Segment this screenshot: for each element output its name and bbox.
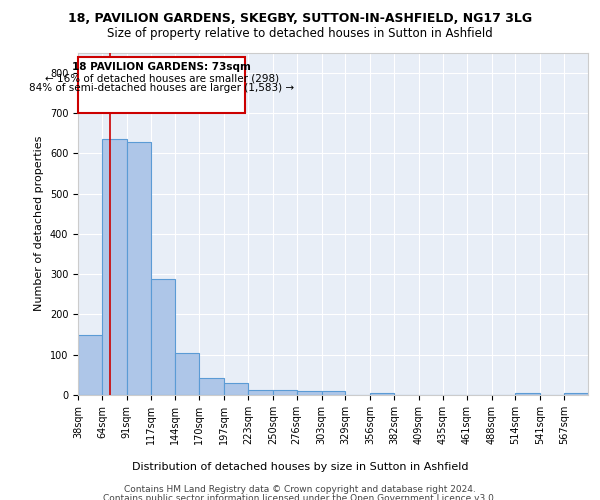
Bar <box>297 390 322 395</box>
Bar <box>78 336 102 395</box>
Text: Contains public sector information licensed under the Open Government Licence v3: Contains public sector information licen… <box>103 494 497 500</box>
Bar <box>224 384 248 395</box>
Bar <box>199 378 224 395</box>
Text: 18 PAVILION GARDENS: 73sqm: 18 PAVILION GARDENS: 73sqm <box>72 62 251 72</box>
FancyBboxPatch shape <box>78 56 245 113</box>
Bar <box>151 279 175 395</box>
Bar <box>370 392 394 395</box>
Bar <box>248 390 273 395</box>
Text: Size of property relative to detached houses in Sutton in Ashfield: Size of property relative to detached ho… <box>107 28 493 40</box>
Text: Distribution of detached houses by size in Sutton in Ashfield: Distribution of detached houses by size … <box>132 462 468 472</box>
Text: Contains HM Land Registry data © Crown copyright and database right 2024.: Contains HM Land Registry data © Crown c… <box>124 485 476 494</box>
Y-axis label: Number of detached properties: Number of detached properties <box>34 136 44 312</box>
Text: ← 16% of detached houses are smaller (298): ← 16% of detached houses are smaller (29… <box>44 74 278 84</box>
Text: 84% of semi-detached houses are larger (1,583) →: 84% of semi-detached houses are larger (… <box>29 82 294 92</box>
Bar <box>175 354 199 395</box>
Bar <box>127 142 151 395</box>
Bar <box>273 390 297 395</box>
Text: 18, PAVILION GARDENS, SKEGBY, SUTTON-IN-ASHFIELD, NG17 3LG: 18, PAVILION GARDENS, SKEGBY, SUTTON-IN-… <box>68 12 532 26</box>
Bar <box>102 139 127 395</box>
Bar <box>322 390 346 395</box>
Bar <box>564 392 588 395</box>
Bar <box>515 392 540 395</box>
